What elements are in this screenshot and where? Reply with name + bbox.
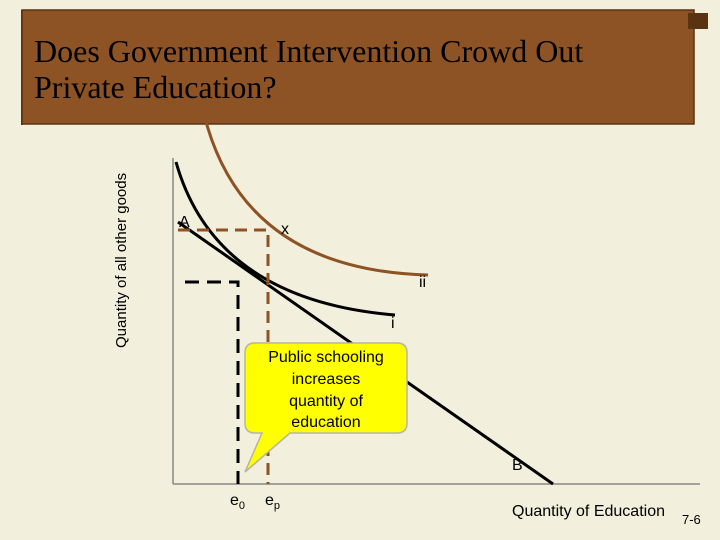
callout-text: increases [292, 371, 360, 388]
slide-number: 7-6 [682, 512, 701, 527]
point-label: x [281, 221, 289, 238]
corner-square [688, 13, 708, 29]
callout [244, 342, 408, 473]
indifference-curve-i [174, 161, 396, 317]
e0-subscript: 0 [239, 500, 245, 512]
x-axis-label: Quantity of Education [512, 503, 665, 520]
point-label: B [512, 457, 523, 474]
title-line: Private Education? [34, 69, 277, 105]
ep-label: ep [265, 492, 280, 512]
ep-subscript: p [274, 500, 280, 512]
point-label: i [391, 315, 395, 332]
dashed-guide-ep [178, 228, 270, 484]
title-line: Does Government Intervention Crowd Out [34, 33, 583, 69]
callout-text: quantity of [289, 393, 363, 410]
callout-text: education [291, 414, 360, 431]
point-label: A [179, 214, 190, 231]
dashed-guide-e0 [185, 280, 240, 484]
ep-base: e [265, 492, 274, 509]
point-label: ii [419, 274, 426, 291]
indifference-curve-ii [203, 117, 429, 277]
e0-base: e [230, 492, 239, 509]
y-axis-label: Quantity of all other goods [113, 173, 130, 348]
title-banner [21, 9, 695, 125]
e0-label: e0 [230, 492, 245, 512]
callout-text: Public schooling [268, 349, 384, 366]
